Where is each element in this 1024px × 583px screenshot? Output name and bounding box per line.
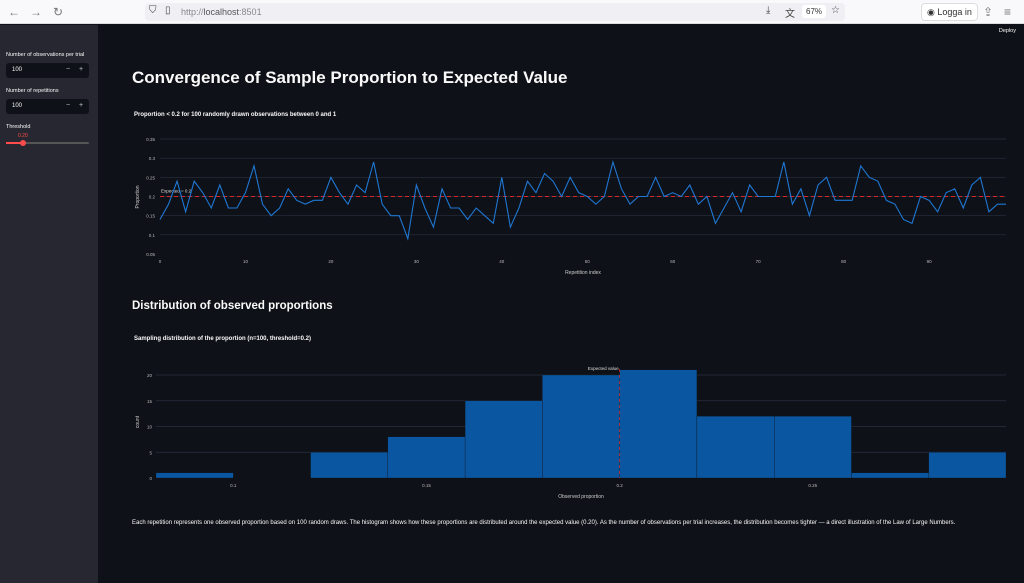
deploy-button[interactable]: Deploy [998, 28, 1016, 34]
obs-decrement-button[interactable]: − [66, 66, 71, 73]
expected-value-label: Expected value [588, 366, 619, 371]
y-tick-label: 0.05 [146, 252, 155, 257]
proportion-line [159, 159, 1006, 241]
menu-icon[interactable]: ≡ [1004, 5, 1012, 19]
x-tick-label: 70 [756, 259, 762, 264]
reference-label: Expected = 0.2 [161, 189, 192, 194]
translate-icon[interactable]: 文 [785, 9, 795, 20]
page-icon: ▯ [165, 5, 171, 16]
x-tick-label: 30 [414, 259, 420, 264]
y-tick-label: 0 [149, 476, 152, 481]
rep-increment-button[interactable]: + [79, 102, 84, 109]
x-tick-label: 0.15 [422, 483, 431, 488]
url-text: http://localhost:8501 [181, 7, 262, 17]
x-axis-label: Observed proportion [558, 494, 604, 500]
histogram-bar [696, 416, 775, 479]
histogram-title: Sampling distribution of the proportion … [134, 336, 312, 342]
x-tick-label: 20 [328, 259, 334, 264]
histogram-bar [310, 452, 388, 479]
rep-input[interactable]: 100 − + [6, 99, 89, 114]
zoom-level[interactable]: 67% [802, 5, 827, 18]
browser-toolbar: ← → ↻ ⛉ ▯ http://localhost:8501 ⤓ 文 67% … [0, 0, 1024, 24]
y-tick-label: 15 [147, 399, 153, 404]
y-tick-label: 10 [147, 425, 153, 430]
y-tick-label: 0.35 [146, 137, 155, 142]
address-bar[interactable]: ⛉ ▯ http://localhost:8501 ⤓ 文 67% ☆ [145, 3, 845, 21]
threshold-slider[interactable] [6, 140, 89, 146]
histogram-bar [387, 436, 466, 479]
bookmark-star-icon[interactable]: ☆ [831, 5, 840, 16]
x-tick-label: 0.25 [808, 483, 817, 488]
histogram-bar [851, 472, 929, 479]
page-title: Convergence of Sample Proportion to Expe… [132, 68, 568, 87]
y-tick-label: 0.15 [146, 214, 155, 219]
x-tick-label: 80 [841, 259, 847, 264]
histogram-bar [928, 452, 1007, 479]
download-icon[interactable]: ⤓ [766, 5, 771, 16]
histogram-bar [619, 369, 698, 479]
histogram-bar [155, 472, 234, 479]
extensions-icon[interactable]: ⇪ [983, 5, 994, 19]
section-title: Distribution of observed proportions [132, 300, 333, 312]
x-tick-label: 90 [927, 259, 933, 264]
x-axis-label: Repetition index [565, 270, 601, 276]
threshold-label: Threshold [6, 124, 31, 130]
y-tick-label: 0.2 [149, 195, 156, 200]
sidebar: Number of observations per trial 100 − +… [0, 25, 98, 583]
rep-label: Number of repetitions [6, 88, 59, 94]
x-tick-label: 50 [585, 259, 591, 264]
obs-input[interactable]: 100 − + [6, 63, 89, 78]
back-icon[interactable]: ← [8, 5, 20, 19]
reload-icon[interactable]: ↻ [53, 5, 64, 19]
y-tick-label: 0.3 [149, 156, 156, 161]
obs-label: Number of observations per trial [6, 52, 85, 58]
x-tick-label: 0.1 [230, 483, 237, 488]
x-tick-label: 0.2 [617, 483, 624, 488]
threshold-value: 0.20 [18, 133, 28, 139]
rep-decrement-button[interactable]: − [66, 102, 71, 109]
y-tick-label: 20 [147, 373, 153, 378]
shield-icon: ⛉ [149, 5, 157, 16]
y-tick-label: 5 [149, 450, 152, 455]
line-chart-title: Proportion < 0.2 for 100 randomly drawn … [134, 112, 337, 118]
x-tick-label: 10 [243, 259, 249, 264]
histogram-bar [774, 416, 852, 479]
y-axis-label: count [135, 415, 141, 428]
histogram-bar [542, 374, 620, 479]
y-tick-label: 0.25 [146, 175, 155, 180]
forward-icon[interactable]: → [30, 5, 42, 19]
y-tick-label: 0.1 [149, 233, 156, 238]
slider-thumb[interactable] [19, 140, 26, 146]
x-tick-label: 40 [499, 259, 505, 264]
histogram-bar [464, 400, 543, 479]
login-button[interactable]: ◉ Logga in [921, 3, 978, 21]
y-axis-label: Proportion [135, 185, 141, 208]
caption: Each repetition represents one observed … [132, 520, 956, 526]
x-tick-label: 0 [159, 259, 162, 264]
x-tick-label: 60 [670, 259, 676, 264]
obs-increment-button[interactable]: + [79, 66, 84, 73]
